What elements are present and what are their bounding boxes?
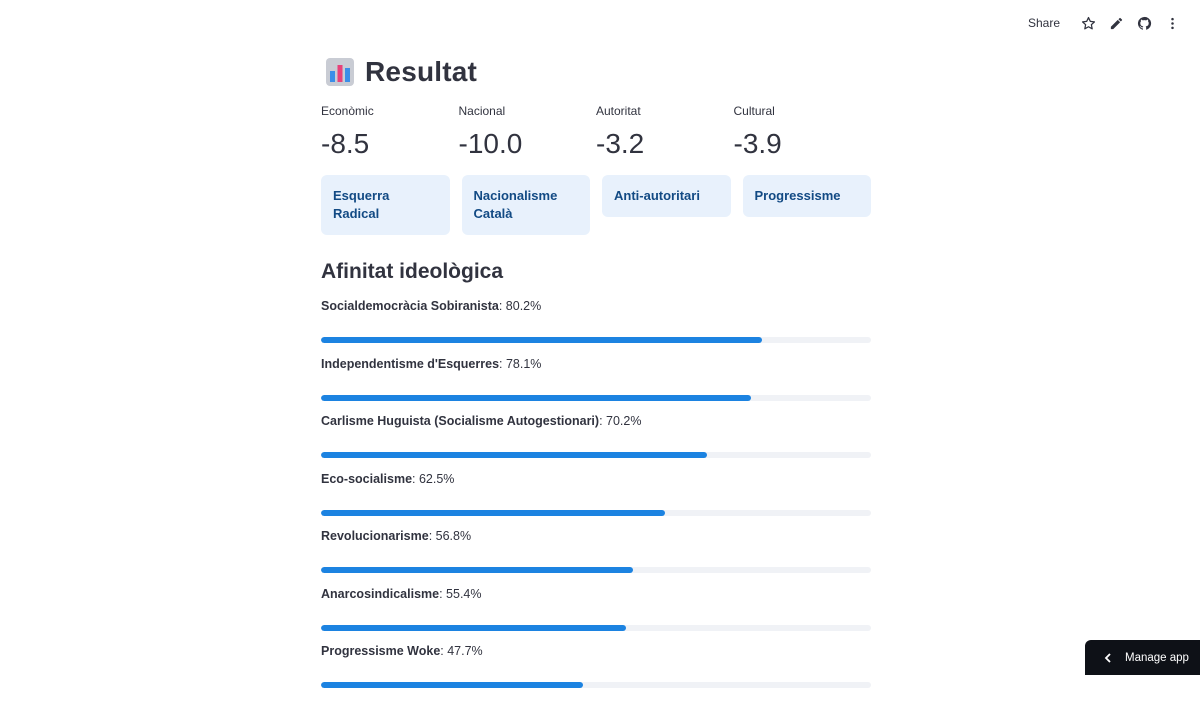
- affinity-percent: : 47.7%: [440, 644, 482, 658]
- chevron-left-icon: [1103, 653, 1113, 663]
- bar-chart-icon: [325, 57, 355, 87]
- affinity-name: Anarcosindicalisme: [321, 587, 439, 601]
- progress-fill: [321, 510, 665, 516]
- affinity-label: Anarcosindicalisme: 55.4%: [321, 587, 871, 601]
- affinity-label: Carlisme Huguista (Socialisme Autogestio…: [321, 414, 871, 428]
- progress-bar: [321, 510, 871, 516]
- affinity-percent: : 56.8%: [429, 529, 471, 543]
- badge-authority: Anti-autoritari: [602, 175, 731, 217]
- star-icon[interactable]: [1074, 9, 1102, 37]
- progress-bar: [321, 567, 871, 573]
- progress-fill: [321, 567, 633, 573]
- metric-value: -3.2: [596, 128, 734, 160]
- manage-app-label: Manage app: [1125, 652, 1189, 664]
- list-item: Independentisme d'Esquerres: 78.1%: [321, 357, 871, 415]
- progress-fill: [321, 395, 751, 401]
- affinity-name: Carlisme Huguista (Socialisme Autogestio…: [321, 414, 599, 428]
- metric-label: Econòmic: [321, 104, 459, 120]
- affinity-label: Socialdemocràcia Sobiranista: 80.2%: [321, 299, 871, 313]
- metric-value: -8.5: [321, 128, 459, 160]
- metric-cultural: Cultural -3.9: [734, 104, 872, 160]
- affinity-name: Socialdemocràcia Sobiranista: [321, 299, 499, 313]
- affinity-label: Eco-socialisme: 62.5%: [321, 472, 871, 486]
- progress-bar: [321, 452, 871, 458]
- page-header: Resultat: [325, 56, 477, 88]
- kebab-menu-icon[interactable]: [1158, 9, 1186, 37]
- badge-cultural: Progressisme: [743, 175, 872, 217]
- progress-fill: [321, 625, 626, 631]
- list-item: Progressisme Woke: 47.7%: [321, 644, 871, 702]
- affinity-percent: : 70.2%: [599, 414, 641, 428]
- app-toolbar: Share: [1028, 0, 1200, 46]
- progress-fill: [321, 682, 583, 688]
- list-item: Socialdemocràcia Sobiranista: 80.2%: [321, 299, 871, 357]
- list-item: Carlisme Huguista (Socialisme Autogestio…: [321, 414, 871, 472]
- metric-authority: Autoritat -3.2: [596, 104, 734, 160]
- progress-bar: [321, 395, 871, 401]
- badge-economic: Esquerra Radical: [321, 175, 450, 235]
- affinity-name: Independentisme d'Esquerres: [321, 357, 499, 371]
- progress-bar: [321, 682, 871, 688]
- progress-bar: [321, 625, 871, 631]
- affinity-percent: : 78.1%: [499, 357, 541, 371]
- page-title: Resultat: [365, 56, 477, 88]
- progress-fill: [321, 452, 707, 458]
- affinity-label: Progressisme Woke: 47.7%: [321, 644, 871, 658]
- manage-app-button[interactable]: Manage app: [1085, 640, 1200, 675]
- metric-value: -3.9: [734, 128, 872, 160]
- badge-national: Nacionalisme Català: [462, 175, 591, 235]
- affinity-name: Progressisme Woke: [321, 644, 440, 658]
- metric-label: Cultural: [734, 104, 872, 120]
- affinity-name: Eco-socialisme: [321, 472, 412, 486]
- ideology-badges: Esquerra Radical Nacionalisme Català Ant…: [321, 175, 871, 235]
- list-item: Anarcosindicalisme: 55.4%: [321, 587, 871, 645]
- github-icon[interactable]: [1130, 9, 1158, 37]
- affinity-label: Revolucionarisme: 56.8%: [321, 529, 871, 543]
- share-button[interactable]: Share: [1028, 16, 1060, 30]
- pencil-icon[interactable]: [1102, 9, 1130, 37]
- list-item: Eco-socialisme: 62.5%: [321, 472, 871, 530]
- metrics-row: Econòmic -8.5 Nacional -10.0 Autoritat -…: [321, 104, 871, 160]
- affinity-list: Socialdemocràcia Sobiranista: 80.2% Inde…: [321, 299, 871, 702]
- metric-national: Nacional -10.0: [459, 104, 597, 160]
- affinity-name: Revolucionarisme: [321, 529, 429, 543]
- affinity-percent: : 62.5%: [412, 472, 454, 486]
- affinity-label: Independentisme d'Esquerres: 78.1%: [321, 357, 871, 371]
- metric-value: -10.0: [459, 128, 597, 160]
- metric-economic: Econòmic -8.5: [321, 104, 459, 160]
- affinity-section-title: Afinitat ideològica: [321, 260, 503, 284]
- metric-label: Autoritat: [596, 104, 734, 120]
- affinity-percent: : 55.4%: [439, 587, 481, 601]
- list-item: Revolucionarisme: 56.8%: [321, 529, 871, 587]
- progress-fill: [321, 337, 762, 343]
- progress-bar: [321, 337, 871, 343]
- metric-label: Nacional: [459, 104, 597, 120]
- affinity-percent: : 80.2%: [499, 299, 541, 313]
